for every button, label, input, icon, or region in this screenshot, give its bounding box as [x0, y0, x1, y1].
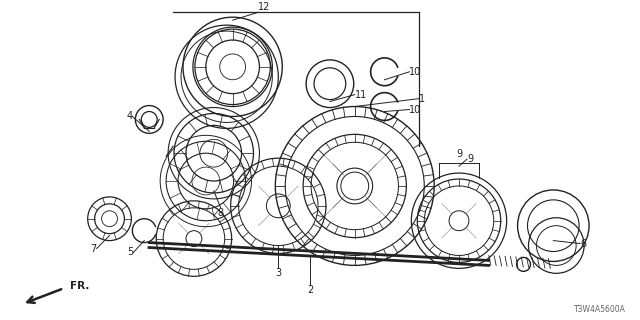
Text: 12: 12: [259, 2, 271, 12]
Text: 11: 11: [355, 90, 367, 100]
Text: T3W4A5600A: T3W4A5600A: [574, 305, 626, 314]
Text: 10: 10: [410, 67, 422, 77]
Text: FR.: FR.: [70, 281, 89, 291]
Text: 10: 10: [410, 105, 422, 115]
Text: 2: 2: [307, 285, 313, 295]
Text: 9: 9: [467, 154, 473, 164]
Text: 4: 4: [126, 111, 132, 122]
Text: 6: 6: [580, 238, 586, 249]
Text: 5: 5: [127, 247, 133, 258]
Text: 8: 8: [218, 208, 224, 218]
Text: 7: 7: [90, 244, 97, 253]
Text: 9: 9: [456, 149, 462, 159]
Text: 3: 3: [275, 268, 282, 278]
Text: 1: 1: [419, 94, 426, 104]
